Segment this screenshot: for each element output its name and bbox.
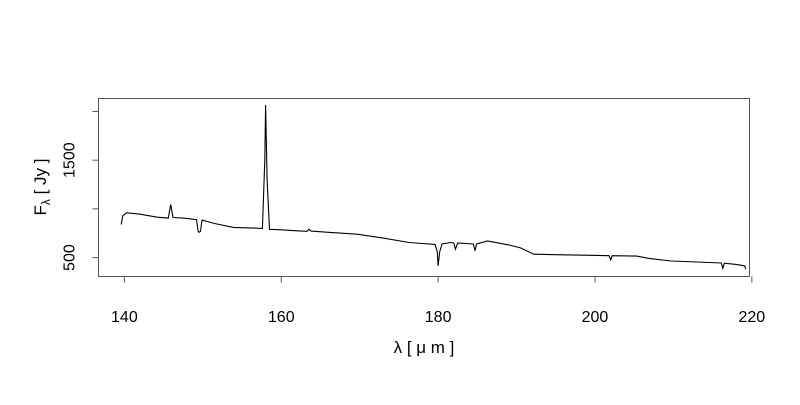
spectrum-line — [120, 105, 747, 271]
y-tick-label: 1500 — [62, 142, 79, 178]
y-axis-label: Fλ [ Jy ] — [31, 158, 53, 215]
svg-text:Fλ [ Jy ]: Fλ [ Jy ] — [31, 158, 53, 215]
plot-frame — [98, 98, 750, 277]
x-tick-label: 220 — [739, 309, 766, 326]
y-tick-label: 500 — [62, 244, 79, 271]
x-tick-label: 140 — [111, 309, 138, 326]
x-tick-label: 180 — [425, 309, 452, 326]
x-tick-label: 200 — [582, 309, 609, 326]
x-tick-label: 160 — [268, 309, 295, 326]
x-axis-label: λ [ μ m ] — [394, 338, 455, 357]
